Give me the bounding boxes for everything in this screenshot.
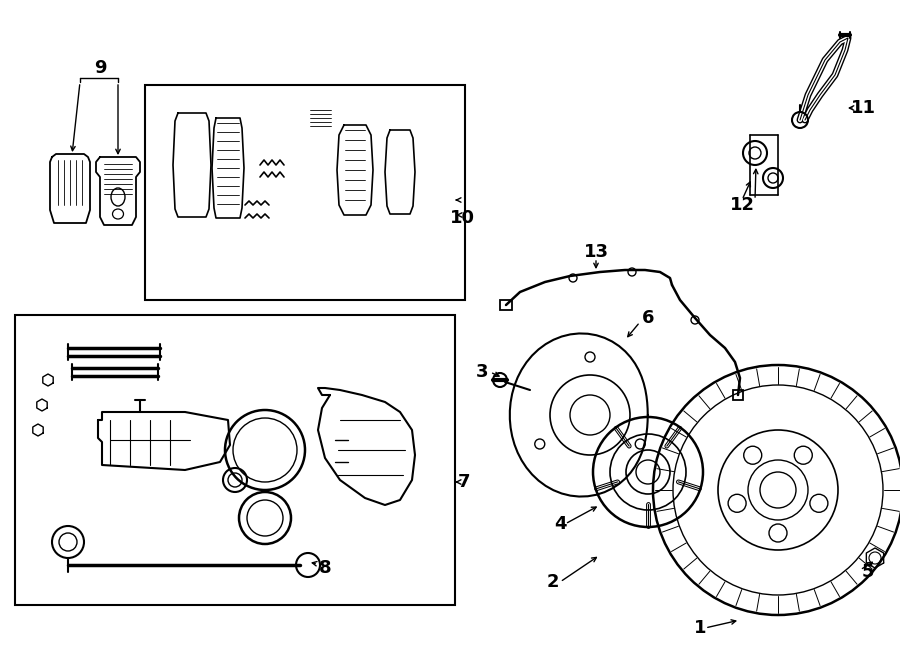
Text: 8: 8 [319, 559, 331, 577]
Text: 9: 9 [94, 59, 106, 77]
Text: 2: 2 [547, 573, 559, 591]
Text: 11: 11 [850, 99, 876, 117]
Text: 5: 5 [862, 563, 874, 581]
Bar [145, 85, 465, 300]
Text: 6: 6 [642, 309, 654, 327]
Text: 10: 10 [449, 209, 474, 227]
Text: 4: 4 [554, 515, 566, 533]
Bar [308, 102, 333, 130]
Text: 1: 1 [694, 619, 706, 637]
Bar [15, 315, 455, 605]
Bar [500, 300, 512, 310]
Bar [733, 390, 743, 400]
Text: 3: 3 [476, 363, 488, 381]
Bar [22, 502, 44, 520]
Text: 7: 7 [458, 473, 470, 491]
Text: 13: 13 [583, 243, 608, 261]
Text: 12: 12 [730, 196, 754, 214]
